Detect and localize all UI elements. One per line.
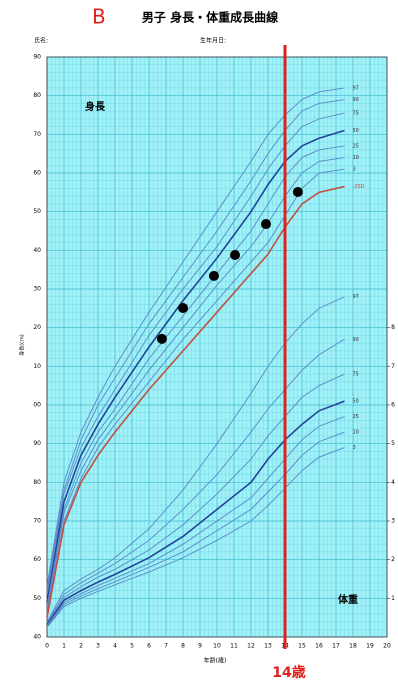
y-tick-label: 90 bbox=[33, 440, 41, 447]
measurement-dot bbox=[208, 270, 219, 281]
y-tick-label: 70 bbox=[33, 518, 41, 525]
name-field: 氏名: bbox=[34, 37, 48, 45]
x-tick-label: 11 bbox=[230, 643, 238, 650]
x-tick-label: 18 bbox=[349, 643, 357, 650]
x-tick-label: 12 bbox=[247, 643, 255, 650]
curve-label: 3 bbox=[353, 445, 356, 451]
x-tick-label: 9 bbox=[198, 643, 202, 650]
curve-label: -2SD bbox=[353, 184, 365, 190]
measurement-dot bbox=[156, 333, 167, 344]
panel-letter: B bbox=[92, 5, 106, 29]
x-tick-label: 16 bbox=[315, 643, 323, 650]
curve-label: 10 bbox=[353, 155, 359, 161]
percentile-curve bbox=[46, 129, 345, 603]
y-tick-label: 20 bbox=[33, 324, 41, 331]
y2-tick-label: 5 bbox=[391, 440, 395, 447]
percentile-curve bbox=[46, 431, 345, 627]
curve-label: 10 bbox=[353, 430, 359, 436]
curve-label: 97 bbox=[353, 294, 359, 300]
y2-tick-label: 8 bbox=[391, 324, 395, 331]
x-tick-label: 19 bbox=[366, 643, 374, 650]
percentile-curve bbox=[46, 185, 345, 618]
y-tick-label: 00 bbox=[33, 402, 41, 409]
y2-tick-label: 3 bbox=[391, 518, 395, 525]
measurement-dot bbox=[230, 249, 241, 260]
percentile-curve bbox=[46, 373, 345, 625]
chart-title: 男子 身長・体重成長曲線 bbox=[142, 10, 278, 25]
x-tick-label: 2 bbox=[79, 643, 83, 650]
measurement-dot bbox=[292, 186, 303, 197]
percentile-curve bbox=[46, 157, 345, 611]
curve-label: 75 bbox=[353, 372, 359, 378]
x-tick-label: 15 bbox=[298, 643, 306, 650]
y-tick-label: 90 bbox=[33, 54, 41, 61]
y-tick-label: 50 bbox=[33, 208, 41, 215]
measurement-dot bbox=[260, 219, 271, 230]
y-tick-label: 60 bbox=[33, 170, 41, 177]
x-tick-label: 13 bbox=[264, 643, 272, 650]
curve-label: 97 bbox=[353, 85, 359, 91]
percentile-curve bbox=[46, 338, 345, 624]
y-tick-label: 70 bbox=[33, 131, 41, 138]
y-tick-label: 40 bbox=[33, 247, 41, 254]
x-tick-label: 8 bbox=[181, 643, 185, 650]
y-tick-label: 50 bbox=[33, 595, 41, 602]
y2-tick-label: 1 bbox=[391, 595, 395, 602]
x-tick-label: 5 bbox=[130, 643, 134, 650]
percentile-curve bbox=[46, 416, 345, 627]
curve-label: 50 bbox=[353, 128, 359, 134]
x-tick-label: 4 bbox=[113, 643, 117, 650]
percentile-curve bbox=[46, 447, 345, 628]
y2-tick-label: 4 bbox=[391, 479, 395, 486]
weight-label: 体重 bbox=[338, 593, 358, 606]
curve-label: 75 bbox=[353, 111, 359, 117]
percentile-curve bbox=[46, 145, 345, 607]
height-label: 身長 bbox=[85, 100, 106, 113]
y2-tick-label: 7 bbox=[391, 363, 395, 370]
x-tick-label: 7 bbox=[164, 643, 168, 650]
y-axis-label: 身長(cm) bbox=[19, 334, 26, 356]
age-marker-label: 14歳 bbox=[272, 664, 305, 681]
y2-tick-label: 2 bbox=[391, 556, 395, 563]
y-tick-label: 30 bbox=[33, 286, 41, 293]
curve-label: 90 bbox=[353, 97, 359, 103]
y-tick-label: 60 bbox=[33, 556, 41, 563]
plot-frame bbox=[46, 56, 388, 638]
x-tick-label: 3 bbox=[96, 643, 100, 650]
curve-label: 25 bbox=[353, 143, 359, 149]
percentile-curve bbox=[46, 87, 345, 587]
percentile-curve bbox=[46, 400, 345, 626]
percentile-curve bbox=[46, 112, 345, 595]
y-tick-label: 40 bbox=[33, 634, 41, 641]
x-axis-label: 年齢(歳) bbox=[204, 657, 227, 665]
x-tick-label: 20 bbox=[383, 643, 391, 650]
y-tick-label: 80 bbox=[33, 92, 41, 99]
x-tick-label: 0 bbox=[45, 643, 49, 650]
curve-label: 50 bbox=[353, 399, 359, 405]
y-tick-label: 80 bbox=[33, 479, 41, 486]
curve-label: 3 bbox=[353, 167, 356, 173]
y-tick-label: 10 bbox=[33, 363, 41, 370]
x-tick-label: 6 bbox=[147, 643, 151, 650]
curve-label: 25 bbox=[353, 414, 359, 420]
x-tick-label: 17 bbox=[332, 643, 340, 650]
x-tick-label: 1 bbox=[62, 643, 66, 650]
percentile-curve bbox=[46, 99, 345, 591]
x-tick-label: 10 bbox=[213, 643, 221, 650]
birth-field: 生年月日: bbox=[200, 37, 226, 45]
y2-tick-label: 6 bbox=[391, 402, 395, 409]
measurement-dot bbox=[178, 302, 188, 313]
percentile-curve bbox=[46, 296, 345, 623]
curve-label: 90 bbox=[353, 337, 359, 343]
